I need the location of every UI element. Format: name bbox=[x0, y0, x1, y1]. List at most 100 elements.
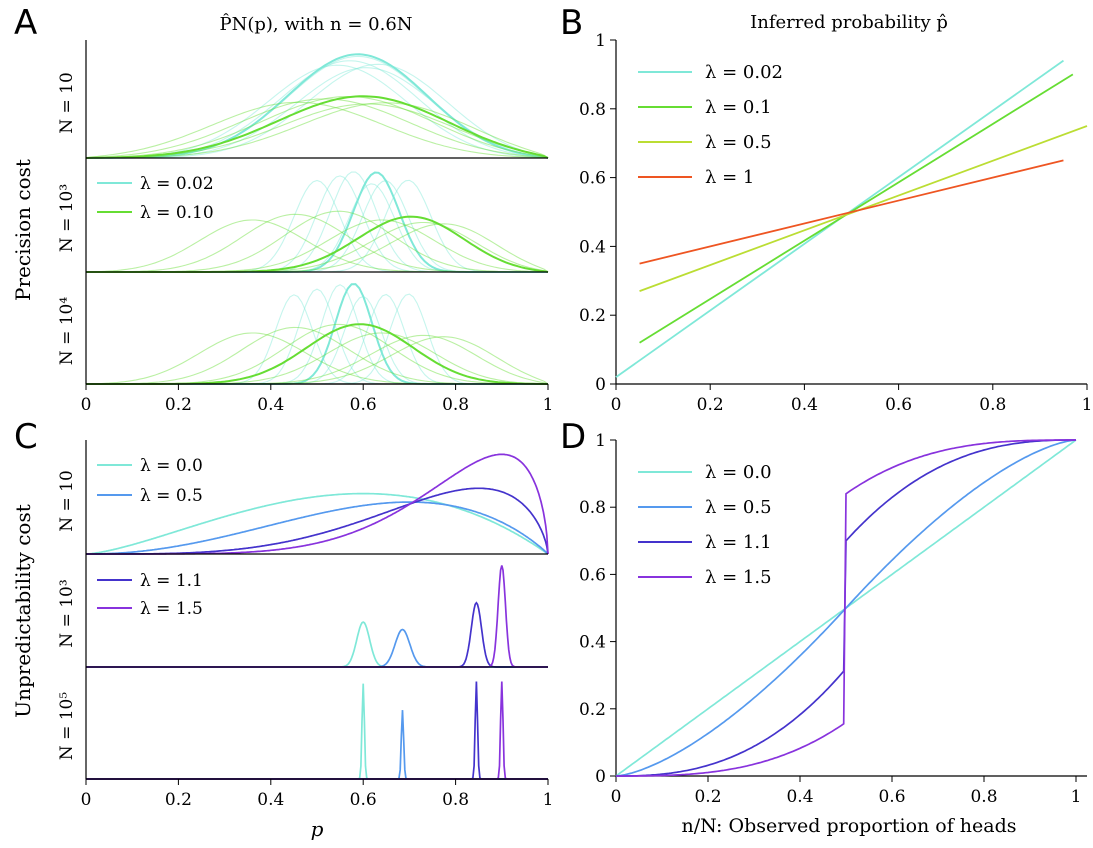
panel-d-xtick-label-4: 0.8 bbox=[970, 787, 997, 807]
legend-label-a-lambda-002: λ = 0.02 bbox=[140, 174, 214, 194]
panel-c-legend-mid: λ = 1.1 λ = 1.5 bbox=[97, 571, 203, 619]
panel-b-ytick-label-5: 1 bbox=[595, 31, 606, 51]
panel-a-row0-series1-curve-3 bbox=[85, 103, 549, 159]
panel-d-ytick-label-5: 1 bbox=[595, 431, 606, 451]
panel-a-row0-series1-curve-1 bbox=[85, 98, 549, 159]
panel-d-ytick-label-4: 0.8 bbox=[579, 498, 606, 518]
panel-d-ytick-label-3: 0.6 bbox=[579, 565, 606, 585]
panel-d-xtick-label-0: 0 bbox=[611, 787, 622, 807]
panel-b-xtick-label-3: 0.6 bbox=[885, 395, 912, 415]
panel-a-row-label-1: N = 10³ bbox=[57, 184, 77, 252]
panel-letter-a: A bbox=[14, 3, 37, 43]
panel-a-row1-series0-curve-0 bbox=[86, 179, 548, 273]
panel-a-row1-series0-curve-4 bbox=[86, 180, 548, 273]
panel-c-row1-curve-0 bbox=[86, 621, 548, 668]
panel-a-row0-series0-curve-0 bbox=[86, 64, 549, 159]
legend-label-d-lambda-15: λ = 1.5 bbox=[705, 567, 772, 588]
panel-a-row2-series0-main-curve bbox=[86, 283, 548, 385]
panel-a-xtick-label-0: 0 bbox=[81, 395, 92, 415]
panel-a-row0-series1-main-curve bbox=[85, 95, 549, 159]
panel-a-row-label-0: N = 10 bbox=[57, 72, 77, 134]
panel-b-line-1 bbox=[639, 73, 1074, 344]
panel-a-xtick-label-1: 0.2 bbox=[165, 395, 192, 415]
panel-a-xtick-label-5: 1 bbox=[543, 395, 554, 415]
panel-c-row0-curve-1 bbox=[86, 501, 549, 555]
legend-label-d-lambda-00: λ = 0.0 bbox=[705, 462, 772, 483]
legend-label-c-lambda-00: λ = 0.0 bbox=[140, 456, 203, 476]
panel-d-xtick-label-1: 0.2 bbox=[694, 787, 721, 807]
panel-letter-b: B bbox=[560, 3, 583, 43]
legend-label-d-lambda-05: λ = 0.5 bbox=[705, 497, 772, 518]
panel-a-row1-series0-curve-3 bbox=[86, 183, 548, 273]
legend-label-b-lambda-05: λ = 0.5 bbox=[705, 132, 772, 153]
panel-a-row0-series1-curve-0 bbox=[85, 101, 549, 159]
panel-a-row1-series1-curve-3 bbox=[86, 219, 549, 273]
panel-c-xtick-label-1: 0.2 bbox=[165, 790, 192, 810]
panel-a-xtick-label-3: 0.6 bbox=[350, 395, 377, 415]
legend-label-c-lambda-15: λ = 1.5 bbox=[140, 599, 203, 619]
panel-a-row1-series1-curve-0 bbox=[85, 219, 548, 273]
panel-a-row0-series0-curve-1 bbox=[86, 60, 549, 159]
panel-c-xtick-label-4: 0.8 bbox=[442, 790, 469, 810]
panel-c-xtick-label-3: 0.6 bbox=[350, 790, 377, 810]
panel-d: 0 0.2 0.4 0.6 0.8 1 0 0.2 0.4 0.6 0.8 1 n/N: Observ… bbox=[579, 431, 1087, 837]
panel-b-xtick-label-1: 0.2 bbox=[697, 395, 724, 415]
panel-d-curve-1 bbox=[615, 439, 1077, 777]
panel-d-ytick-label-2: 0.4 bbox=[579, 633, 606, 653]
panel-a-xtick-label-4: 0.8 bbox=[442, 395, 469, 415]
panel-c-row1-curve-1 bbox=[86, 628, 548, 668]
panel-d-xtick-label-3: 0.6 bbox=[878, 787, 905, 807]
panel-b-xtick-label-2: 0.4 bbox=[791, 395, 818, 415]
panel-letter-d: D bbox=[560, 417, 586, 457]
panel-c-row0-curve-0 bbox=[86, 492, 549, 555]
panel-c-row-label-1: N = 10³ bbox=[57, 579, 77, 647]
panel-d-xtick-label-2: 0.4 bbox=[786, 787, 813, 807]
panel-a-legend: λ = 0.02 λ = 0.10 bbox=[97, 174, 214, 223]
panel-b-ytick-label-1: 0.2 bbox=[579, 306, 606, 326]
panel-b-title: Inferred probability p̂ bbox=[750, 12, 948, 33]
panel-c-x-label: p bbox=[311, 817, 324, 841]
panel-a-row1-series0-curve-5 bbox=[86, 179, 548, 273]
panel-b-legend: λ = 0.02 λ = 0.1 λ = 0.5 λ = 1 bbox=[638, 62, 783, 188]
unpredictability-cost-label: Unpredictability cost bbox=[11, 504, 35, 718]
panel-a-title: P̂N(p), with n = 0.6N bbox=[219, 13, 412, 35]
panel-a-row0-series0-curve-4 bbox=[86, 63, 549, 159]
panel-b: Inferred probability p̂ 0 0.2 0.4 0.6 0.8 1 0 0… bbox=[579, 12, 1092, 415]
legend-label-d-lambda-11: λ = 1.1 bbox=[705, 532, 772, 553]
panel-c-xtick-label-0: 0 bbox=[81, 790, 92, 810]
panel-d-x-label: n/N: Observed proportion of heads bbox=[681, 815, 1016, 837]
panel-c: Unpredictability cost N = 10 N = 10³ N = 1… bbox=[11, 440, 553, 841]
legend-label-b-lambda-1: λ = 1 bbox=[705, 167, 754, 188]
panel-letter-c: C bbox=[14, 417, 38, 457]
panel-b-xtick-label-5: 1 bbox=[1082, 395, 1093, 415]
panel-d-curve-3 bbox=[616, 439, 1076, 777]
legend-label-c-lambda-11: λ = 1.1 bbox=[140, 571, 203, 591]
panel-d-ytick-label-1: 0.2 bbox=[579, 700, 606, 720]
panel-b-xtick-label-0: 0 bbox=[611, 395, 622, 415]
panel-d-xtick-label-5: 1 bbox=[1071, 787, 1082, 807]
panel-a-row-label-2: N = 10⁴ bbox=[57, 297, 77, 366]
panel-b-ytick-label-4: 0.8 bbox=[579, 100, 606, 120]
panel-b-line-3 bbox=[639, 159, 1064, 265]
panel-a-row0-series1-curve-4 bbox=[86, 102, 549, 159]
panel-d-legend: λ = 0.0 λ = 0.5 λ = 1.1 λ = 1.5 bbox=[638, 462, 772, 588]
panel-a-xtick-label-2: 0.4 bbox=[257, 395, 284, 415]
panel-c-xtick-label-5: 1 bbox=[543, 790, 554, 810]
panel-b-ytick-label-3: 0.6 bbox=[579, 169, 606, 189]
precision-cost-label: Precision cost bbox=[11, 159, 35, 301]
panel-b-xtick-label-4: 0.8 bbox=[979, 395, 1006, 415]
legend-label-c-lambda-05: λ = 0.5 bbox=[140, 486, 203, 506]
panel-c-xtick-label-2: 0.4 bbox=[257, 790, 284, 810]
panel-c-row2-curve-2 bbox=[86, 681, 548, 780]
panel-c-legend-top: λ = 0.0 λ = 0.5 bbox=[97, 456, 203, 506]
panel-b-ytick-label-2: 0.4 bbox=[579, 237, 606, 257]
panel-a: P̂N(p), with n = 0.6N Precision cost N =… bbox=[11, 13, 553, 415]
panel-d-ytick-label-0: 0 bbox=[595, 767, 606, 787]
legend-label-a-lambda-010: λ = 0.10 bbox=[140, 203, 214, 223]
panel-c-row-label-0: N = 10 bbox=[57, 470, 77, 532]
panel-a-row0-series1-curve-2 bbox=[85, 95, 549, 159]
legend-label-b-lambda-01: λ = 0.1 bbox=[705, 97, 772, 118]
panel-b-ytick-label-0: 0 bbox=[595, 375, 606, 395]
panel-c-row-label-2: N = 10⁵ bbox=[57, 692, 77, 761]
